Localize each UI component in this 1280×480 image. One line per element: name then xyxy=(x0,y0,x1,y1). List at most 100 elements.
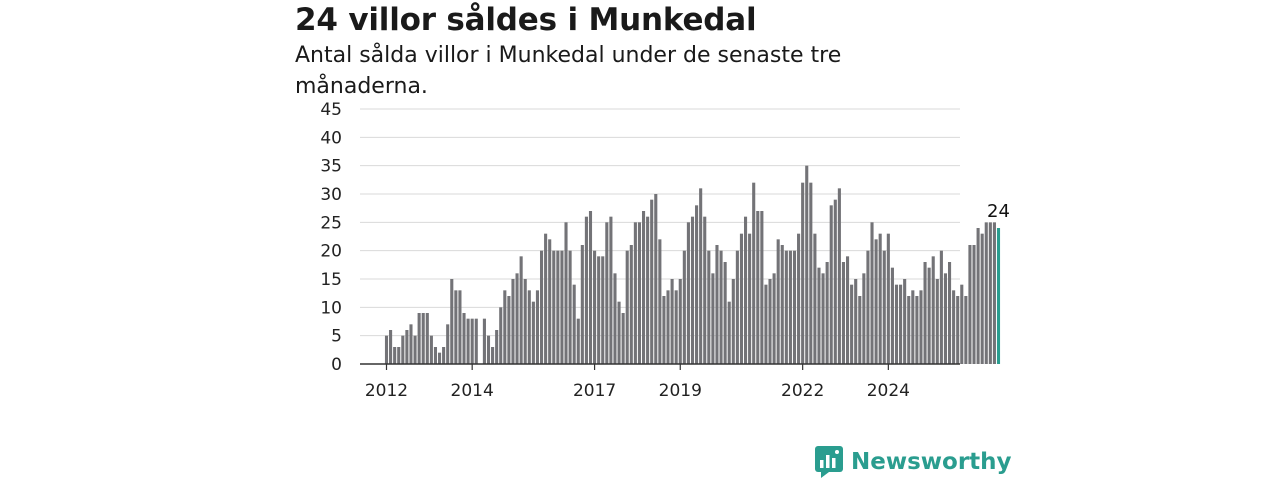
bar xyxy=(511,279,515,364)
bar xyxy=(560,250,564,364)
bar xyxy=(433,347,438,364)
bar xyxy=(903,279,907,364)
bar xyxy=(776,239,780,364)
y-tick-label: 15 xyxy=(320,270,342,290)
bar xyxy=(707,250,711,364)
x-tick-label: 2012 xyxy=(365,381,408,401)
bar xyxy=(641,211,646,364)
bar xyxy=(735,250,739,364)
bar xyxy=(784,250,788,364)
bar xyxy=(780,245,784,364)
bar xyxy=(829,205,833,364)
bar xyxy=(601,256,605,364)
bar xyxy=(817,267,821,364)
bar xyxy=(523,279,527,364)
bar xyxy=(499,307,503,364)
bar xyxy=(894,284,899,364)
bar xyxy=(760,211,764,364)
bar xyxy=(470,318,474,364)
bar xyxy=(556,250,560,364)
bar xyxy=(637,222,642,364)
bar xyxy=(821,273,825,364)
bar xyxy=(580,245,584,364)
bar xyxy=(690,216,695,364)
bar xyxy=(874,239,878,364)
x-tick-label: 2019 xyxy=(659,381,702,401)
y-tick-label: 20 xyxy=(320,242,342,262)
newsworthy-logo-icon xyxy=(815,446,843,478)
bar xyxy=(870,222,874,364)
bar xyxy=(980,233,984,364)
chart-title: 24 villor såldes i Munkedal xyxy=(295,2,757,38)
bar xyxy=(731,279,735,364)
bar xyxy=(609,216,613,364)
y-tick-label: 40 xyxy=(320,128,342,148)
bar xyxy=(405,330,409,364)
bar xyxy=(458,290,462,364)
bar xyxy=(837,188,841,364)
bar xyxy=(605,222,609,364)
chart-subtitle: Antal sålda villor i Munkedal under de s… xyxy=(295,43,842,99)
bar xyxy=(650,199,654,364)
bar xyxy=(474,318,478,364)
bar xyxy=(515,273,519,364)
bar xyxy=(858,296,862,364)
bar xyxy=(666,290,670,364)
bar xyxy=(943,273,948,364)
bar xyxy=(845,256,850,364)
bar xyxy=(425,313,429,364)
y-tick-label: 10 xyxy=(320,298,342,318)
newsworthy-logo: Newsworthy xyxy=(815,446,1012,478)
bar xyxy=(956,296,960,364)
bar xyxy=(952,290,956,364)
bar xyxy=(527,290,531,364)
bar xyxy=(841,262,846,364)
bar xyxy=(850,284,854,364)
bar xyxy=(723,262,727,364)
bar xyxy=(686,222,690,364)
bar xyxy=(548,239,552,364)
bar xyxy=(495,330,499,364)
bar xyxy=(466,318,470,364)
bar xyxy=(462,313,466,364)
bar xyxy=(739,233,744,364)
bar xyxy=(833,199,837,364)
bar xyxy=(597,256,601,364)
bar xyxy=(654,194,658,364)
bar xyxy=(703,216,707,364)
bar xyxy=(992,222,996,364)
bar xyxy=(519,256,523,364)
bar xyxy=(503,290,507,364)
bar xyxy=(890,267,894,364)
brand-name: Newsworthy xyxy=(851,449,1012,475)
bar xyxy=(797,233,801,364)
bar xyxy=(984,222,988,364)
bar xyxy=(878,233,882,364)
bar xyxy=(809,182,813,364)
bar xyxy=(854,279,858,364)
bar xyxy=(593,250,597,364)
bar xyxy=(813,233,817,364)
bar xyxy=(658,239,662,364)
bar xyxy=(413,335,417,364)
bar xyxy=(960,284,964,364)
bar xyxy=(662,296,666,364)
bar xyxy=(866,250,870,364)
bar xyxy=(678,279,682,364)
bar xyxy=(429,335,433,364)
bar xyxy=(674,290,678,364)
bar xyxy=(446,324,450,364)
bar xyxy=(764,284,768,364)
y-tick-label: 25 xyxy=(320,213,342,233)
bar xyxy=(629,245,633,364)
bar xyxy=(454,290,458,364)
bar xyxy=(531,301,535,364)
x-tick-label: 2022 xyxy=(781,381,824,401)
bar xyxy=(670,279,674,364)
x-tick-label: 2017 xyxy=(573,381,616,401)
bar xyxy=(544,233,548,364)
bar xyxy=(715,245,719,364)
bar xyxy=(486,335,491,364)
bar xyxy=(409,324,413,364)
